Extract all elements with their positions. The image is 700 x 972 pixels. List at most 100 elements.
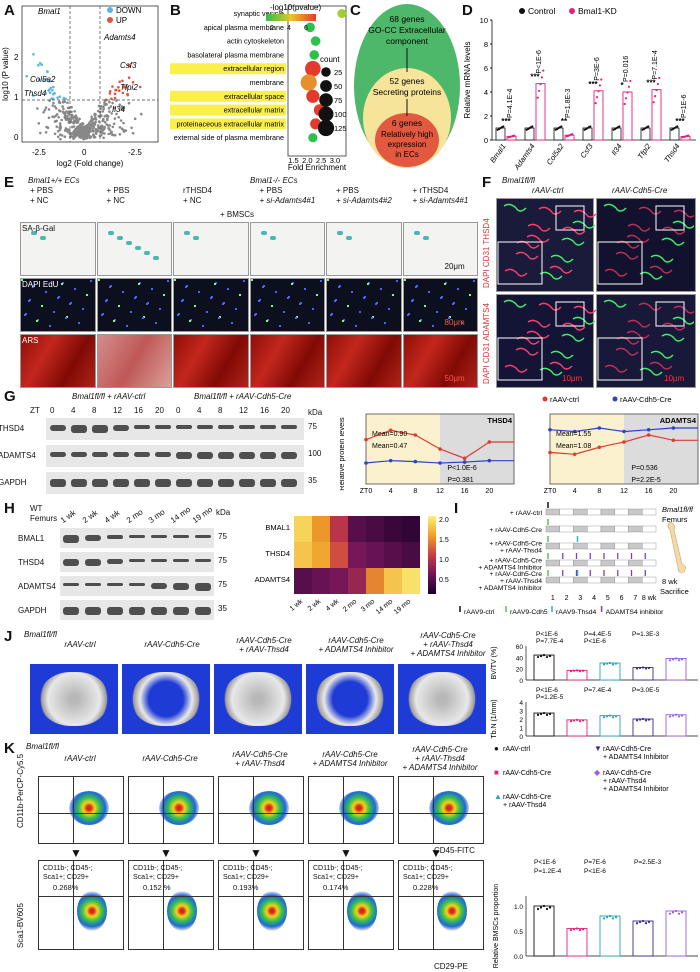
point-kd bbox=[656, 82, 659, 86]
bar-point bbox=[668, 659, 672, 662]
ct-group-label: rAAV-Cdh5-Cre bbox=[236, 635, 292, 645]
legend-marker: ▲ bbox=[494, 792, 502, 801]
week-segment bbox=[545, 542, 560, 550]
nucleus-dot bbox=[448, 316, 451, 318]
volcano-point bbox=[122, 121, 125, 125]
bar-point bbox=[605, 715, 609, 718]
nucleus-dot bbox=[464, 308, 467, 310]
nucleus-dot bbox=[347, 305, 349, 307]
heatmap-cell bbox=[384, 568, 402, 594]
k-x1: CD45-FITC bbox=[434, 846, 475, 855]
significance-stars: *** bbox=[530, 73, 540, 82]
point-kd bbox=[625, 97, 628, 100]
schedule-row-label: + ADAMTS4 Inhibitor bbox=[478, 585, 542, 592]
bar bbox=[632, 667, 654, 681]
volcano-point bbox=[122, 85, 126, 89]
nucleus-dot bbox=[129, 311, 132, 313]
nucleus-dot bbox=[41, 305, 43, 307]
week-segment bbox=[628, 508, 643, 516]
volcano-point bbox=[55, 107, 58, 110]
gene-label-tfpi2: Tfpi2 bbox=[120, 83, 138, 92]
legend-label: rAAV-ctrl bbox=[503, 746, 531, 753]
blot-band bbox=[239, 479, 255, 487]
week-segment bbox=[573, 542, 588, 550]
x-tick: 4 bbox=[573, 488, 577, 495]
count-legend-dot bbox=[320, 80, 332, 92]
if-signal bbox=[615, 251, 639, 260]
volcano-point bbox=[100, 105, 103, 108]
colorbar-tick: 1.5 bbox=[439, 537, 449, 544]
nucleus-dot bbox=[215, 282, 217, 284]
nucleus-dot bbox=[66, 316, 68, 318]
nucleus-dot bbox=[291, 282, 294, 284]
sa-beta-gal-stain bbox=[143, 251, 150, 255]
treatment-label: + PBS bbox=[259, 186, 283, 195]
legend-marker: ◆ bbox=[594, 768, 601, 777]
flow-plot bbox=[308, 776, 394, 844]
legend-marker: ▼ bbox=[594, 744, 602, 753]
volcano-point bbox=[106, 117, 109, 120]
night-phase bbox=[440, 414, 514, 484]
rhythm-point bbox=[548, 450, 552, 455]
gene-label-thsd4: Thsd4 bbox=[24, 89, 47, 98]
nucleus-dot bbox=[376, 302, 378, 304]
protein-label: BMAL1 bbox=[18, 534, 45, 543]
panel-k: Bmal1fl/fl rAAV-ctrl CD11b-; CD45-; Sca1+;… bbox=[16, 742, 700, 972]
panel-label-k: K bbox=[4, 740, 15, 757]
blot-band bbox=[281, 425, 297, 429]
volcano-point bbox=[118, 80, 121, 84]
micro-ct-image bbox=[30, 664, 118, 734]
flow-group-label: + ADAMTS4 Inhibitor bbox=[312, 758, 388, 768]
bar bbox=[533, 654, 555, 681]
row-label: DAPI EdU bbox=[22, 280, 59, 289]
y-tick: 0 bbox=[484, 136, 488, 145]
rhythm-point bbox=[622, 440, 626, 444]
count-legend-label: 50 bbox=[334, 82, 342, 91]
panel-label-i: I bbox=[454, 500, 459, 517]
bar-point bbox=[677, 912, 681, 915]
significance-stars: *** bbox=[675, 117, 685, 126]
colorbar-tick: 2.0 bbox=[439, 517, 449, 524]
week-segment bbox=[642, 559, 657, 567]
micrograph bbox=[20, 222, 96, 276]
volcano-point bbox=[45, 125, 48, 129]
bar-point bbox=[644, 719, 648, 722]
volcano-point bbox=[114, 88, 117, 92]
y-tick-2: 2 bbox=[14, 53, 19, 62]
p-value: P=7.4E-4 bbox=[584, 687, 612, 694]
inner-ellipse bbox=[375, 113, 439, 167]
western-blot bbox=[60, 576, 214, 596]
bar-point bbox=[641, 666, 645, 669]
if-signal bbox=[627, 223, 651, 232]
nucleus-dot bbox=[202, 325, 204, 327]
volcano-point bbox=[117, 86, 120, 89]
volcano-point bbox=[44, 131, 48, 134]
bar-point bbox=[671, 911, 675, 914]
volcano-point bbox=[64, 110, 68, 113]
chart-annotation: Mean=0.90 bbox=[372, 431, 407, 438]
nucleus-dot bbox=[61, 283, 63, 285]
nucleus-dot bbox=[189, 320, 191, 322]
volcano-point bbox=[94, 128, 98, 132]
bar-point bbox=[575, 927, 579, 930]
volcano-point bbox=[72, 120, 76, 123]
panel-g: Bmal1fl/fl + rAAV-ctrl Bmal1fl/fl + rAAV… bbox=[0, 392, 700, 500]
nucleus-dot bbox=[182, 299, 184, 301]
micrograph bbox=[249, 222, 325, 276]
volcano-point bbox=[108, 110, 111, 113]
bar-point bbox=[644, 922, 648, 925]
blot-band bbox=[113, 452, 129, 457]
if-signal bbox=[615, 347, 639, 356]
bar-kd bbox=[593, 90, 604, 141]
flow-density bbox=[69, 791, 109, 825]
if-signal bbox=[561, 333, 585, 342]
gate-percent: 0.174% bbox=[323, 883, 349, 892]
if-signal bbox=[649, 265, 673, 274]
blot-band bbox=[50, 425, 66, 431]
blot-band bbox=[63, 583, 79, 586]
legend-down: DOWN bbox=[116, 6, 142, 15]
point-kd bbox=[658, 76, 661, 80]
scale-bar-label: 50μm bbox=[444, 374, 465, 383]
nucleus-dot bbox=[25, 313, 27, 315]
significance-stars: *** bbox=[646, 79, 656, 88]
